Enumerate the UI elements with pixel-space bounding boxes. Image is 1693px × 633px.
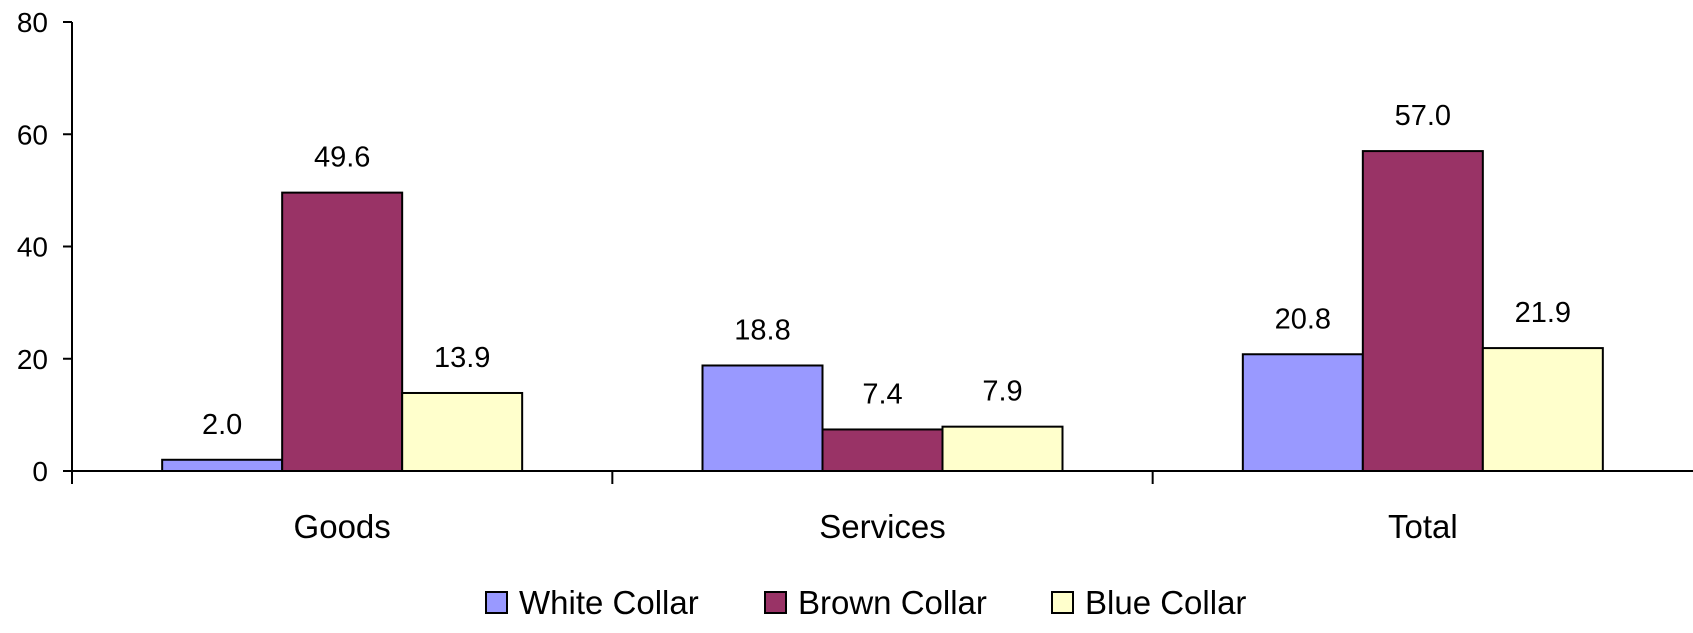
data-label: 49.6 <box>314 142 370 174</box>
y-tick-label: 60 <box>17 119 48 150</box>
y-axis: 0 20 40 60 80 <box>17 7 73 487</box>
bar <box>1361 150 1484 472</box>
data-label: 21.9 <box>1515 297 1571 329</box>
y-tick-label: 40 <box>17 232 48 263</box>
bar <box>701 364 824 472</box>
data-label: 7.4 <box>862 378 902 410</box>
x-category-label: Goods <box>294 508 391 545</box>
bars <box>161 150 1604 473</box>
data-label: 13.9 <box>434 342 490 374</box>
bar <box>281 191 404 472</box>
data-label: 20.8 <box>1275 303 1331 335</box>
bar <box>1241 353 1364 473</box>
legend: White Collar Brown Collar Blue Collar <box>485 584 1246 621</box>
bar <box>161 458 284 472</box>
x-category-label: Services <box>819 508 946 545</box>
data-label: 18.8 <box>734 314 790 346</box>
x-category-label: Total <box>1388 508 1458 545</box>
y-tick-label: 20 <box>17 344 48 375</box>
y-tick-label: 80 <box>17 7 48 38</box>
legend-label: White Collar <box>519 584 699 621</box>
data-label: 57.0 <box>1395 100 1451 132</box>
legend-label: Blue Collar <box>1085 584 1246 621</box>
data-labels: 2.0 18.8 20.8 49.6 7.4 57.0 13.9 7.9 21.9 <box>202 100 1571 441</box>
legend-label: Brown Collar <box>798 584 987 621</box>
data-label: 2.0 <box>202 409 242 441</box>
y-tick-label: 0 <box>32 456 48 487</box>
data-label: 7.9 <box>982 376 1022 408</box>
bar <box>1481 347 1604 472</box>
legend-swatch <box>1051 591 1074 614</box>
bar <box>401 391 524 472</box>
legend-swatch <box>485 591 508 614</box>
bar <box>941 425 1064 473</box>
x-axis: Goods Services Total <box>71 470 1693 545</box>
bar <box>821 428 944 472</box>
legend-swatch <box>764 591 787 614</box>
